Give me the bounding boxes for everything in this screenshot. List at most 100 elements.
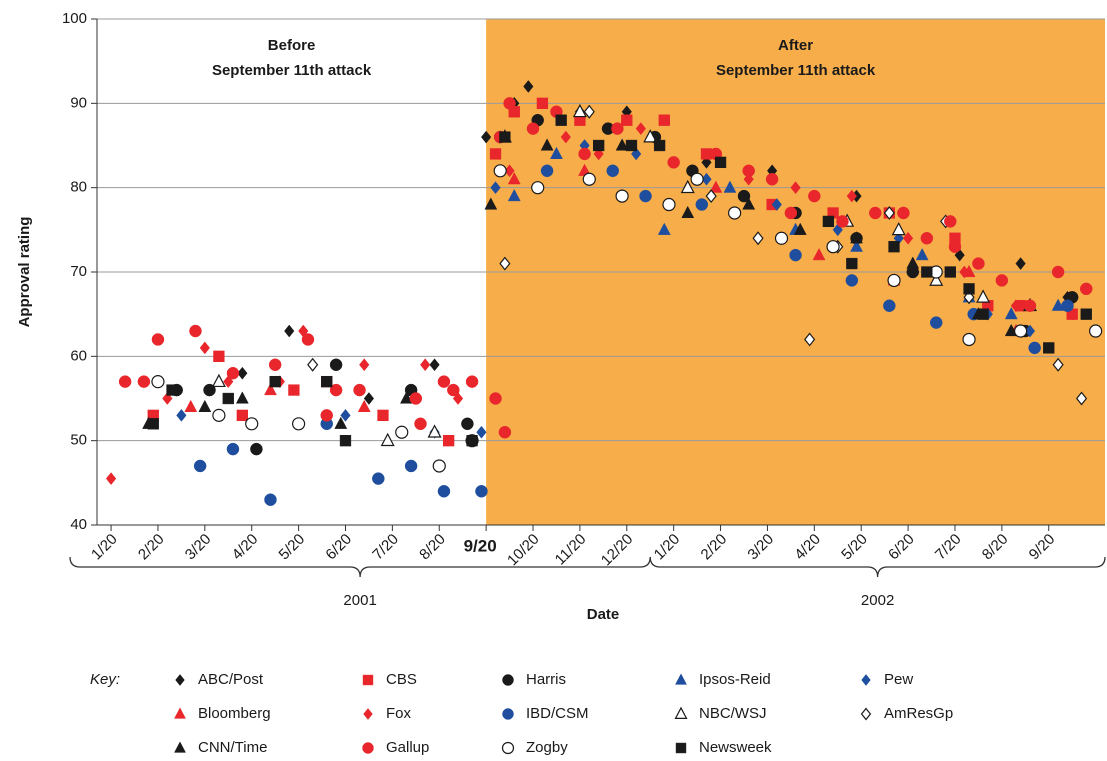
- point: [850, 239, 863, 252]
- x-tick-label: 2/20: [135, 531, 168, 564]
- legend-marker: [363, 708, 373, 720]
- point: [199, 341, 210, 355]
- x-tick-label: 9/20: [464, 536, 497, 555]
- x-tick-label: 4/20: [229, 531, 262, 564]
- point: [395, 425, 409, 439]
- legend-label: Bloomberg: [198, 705, 271, 722]
- legend-label: CBS: [386, 671, 417, 688]
- point: [929, 316, 943, 329]
- year-label: 2001: [343, 592, 376, 609]
- point: [920, 232, 934, 245]
- year-label: 2002: [861, 592, 894, 609]
- point: [681, 205, 695, 219]
- point: [560, 130, 571, 144]
- point: [490, 181, 501, 195]
- x-tick-label: 1/20: [88, 531, 121, 564]
- point: [1051, 265, 1065, 279]
- point: [484, 197, 498, 210]
- point: [147, 418, 159, 430]
- point: [846, 257, 858, 270]
- point: [790, 181, 801, 195]
- point: [793, 222, 807, 235]
- y-tick-label: 80: [70, 179, 87, 196]
- legend-title: Key:: [90, 671, 120, 688]
- point: [339, 435, 352, 447]
- point: [329, 358, 343, 372]
- point: [151, 333, 165, 346]
- point: [752, 231, 764, 246]
- y-tick-label: 90: [70, 94, 87, 111]
- legend-label: Gallup: [386, 739, 429, 756]
- point: [507, 172, 521, 185]
- legend-marker: [502, 674, 514, 686]
- point: [976, 289, 991, 303]
- y-tick-label: 60: [70, 347, 87, 364]
- legend-marker: [362, 742, 374, 754]
- point: [846, 189, 857, 203]
- point: [695, 198, 709, 211]
- x-tick-label: 5/20: [838, 531, 871, 564]
- point: [363, 392, 375, 405]
- point: [1043, 342, 1055, 354]
- point: [437, 485, 451, 498]
- point: [189, 324, 202, 338]
- point: [118, 375, 132, 388]
- point: [662, 197, 676, 212]
- point: [658, 114, 670, 126]
- point: [1004, 307, 1018, 320]
- point: [812, 247, 826, 261]
- point: [400, 391, 413, 404]
- point: [540, 164, 554, 178]
- point: [307, 357, 319, 372]
- point: [808, 189, 821, 203]
- point: [774, 231, 789, 245]
- legend-label: Pew: [884, 671, 913, 688]
- point: [359, 358, 370, 372]
- point: [869, 206, 882, 220]
- point: [1028, 341, 1041, 355]
- legend-label: AmResGp: [884, 705, 953, 722]
- point: [1061, 299, 1074, 312]
- region-label: After: [778, 37, 813, 54]
- point: [888, 241, 900, 253]
- point: [822, 215, 835, 228]
- point: [948, 240, 962, 253]
- point: [832, 223, 843, 237]
- point: [447, 383, 460, 397]
- point: [292, 417, 306, 431]
- point: [211, 373, 226, 388]
- point: [1010, 299, 1022, 313]
- point: [1075, 391, 1088, 406]
- point: [489, 148, 502, 160]
- legend-label: ABC/Post: [198, 671, 264, 688]
- x-tick-label: 2/20: [698, 531, 731, 564]
- point: [709, 180, 723, 193]
- point: [611, 122, 624, 135]
- legend-label: Newsweek: [699, 739, 772, 756]
- legend-marker: [674, 706, 688, 719]
- point: [615, 189, 629, 203]
- point: [887, 273, 901, 288]
- point: [235, 391, 249, 404]
- point: [555, 114, 567, 126]
- point: [184, 399, 198, 412]
- legend-marker: [860, 707, 872, 721]
- point: [499, 131, 511, 143]
- point: [883, 299, 896, 312]
- y-tick-label: 70: [70, 263, 87, 280]
- point: [226, 366, 240, 380]
- point: [963, 283, 975, 295]
- point: [404, 459, 418, 473]
- point: [723, 180, 737, 193]
- x-tick-label: 12/20: [598, 531, 637, 570]
- point: [962, 332, 976, 347]
- legend-label: Zogby: [526, 739, 568, 756]
- point: [635, 122, 646, 136]
- year-brace: [649, 556, 1106, 578]
- point: [572, 103, 587, 118]
- point: [639, 189, 652, 203]
- point: [1079, 282, 1093, 296]
- point: [198, 399, 212, 412]
- x-tick-label: 6/20: [322, 531, 355, 564]
- point: [475, 485, 488, 498]
